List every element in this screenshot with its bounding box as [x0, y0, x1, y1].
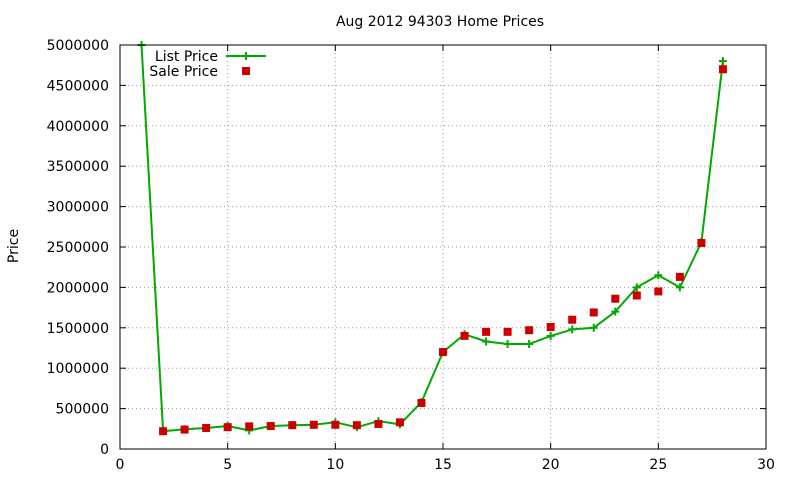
sale-price-point: [223, 423, 232, 432]
y-tick-label: 2500000: [47, 240, 109, 256]
legend-square-marker: [242, 67, 250, 75]
sale-price-point: [589, 308, 598, 317]
sale-price-point: [718, 65, 727, 74]
y-tick-label: 5000000: [47, 38, 109, 54]
axis-ticks: 0 500000 1000000 1500000 2000000 2500000 30000…: [47, 38, 775, 473]
sale-price-point: [309, 420, 318, 429]
sale-price-point: [654, 287, 663, 296]
list-price-point: [525, 339, 534, 348]
sale-price-point: [460, 331, 469, 340]
sale-price-point: [568, 315, 577, 324]
sale-price-point: [374, 419, 383, 428]
y-tick-label: 1500000: [47, 321, 109, 337]
x-tick-label: 0: [116, 457, 125, 473]
sale-price-point: [675, 272, 684, 281]
sale-price-point: [503, 327, 512, 336]
y-tick-label: 2000000: [47, 280, 109, 296]
y-tick-label: 1000000: [47, 361, 109, 377]
x-tick-label: 5: [223, 457, 232, 473]
sale-price-point: [395, 418, 404, 427]
sale-price-point: [439, 348, 447, 357]
list-price-point: [632, 283, 641, 292]
sale-price-point: [546, 322, 555, 331]
chart-title: Aug 2012 94303 Home Prices: [336, 14, 544, 30]
list-price-point: [675, 283, 684, 292]
plot-frame: [119, 44, 767, 450]
y-tick-label: 4000000: [47, 119, 109, 135]
x-tick-label: 20: [542, 457, 560, 473]
sale-price-point: [482, 327, 491, 336]
sale-price-point: [202, 423, 211, 432]
y-tick-label: 4500000: [47, 78, 109, 94]
series-layer: [137, 41, 727, 436]
sale-price-point: [632, 291, 641, 300]
list-price-point: [546, 331, 555, 340]
sale-price-point: [266, 421, 275, 430]
legend-label: List Price: [155, 49, 218, 65]
y-axis-label: Price: [6, 229, 22, 263]
list-price-point: [589, 323, 598, 332]
y-tick-label: 3000000: [47, 200, 109, 216]
x-tick-label: 10: [326, 457, 344, 473]
y-tick-label: 3500000: [47, 159, 109, 175]
list-price-point: [654, 271, 663, 280]
sale-price-point: [331, 420, 340, 429]
sale-price-point: [288, 421, 297, 430]
x-tick-label: 15: [434, 457, 452, 473]
sale-price-point: [525, 326, 534, 335]
sale-price-point: [697, 238, 706, 247]
list-price-point: [611, 307, 620, 316]
y-tick-label: 500000: [56, 402, 109, 418]
sale-price-point: [611, 294, 620, 303]
legend-label: Sale Price: [149, 64, 218, 80]
sale-price-point: [352, 421, 361, 430]
list-price-point: [568, 325, 577, 334]
y-tick-label: 0: [100, 442, 109, 458]
sale-price-point: [245, 422, 254, 431]
list-price-point: [482, 337, 491, 346]
list-price-point: [718, 57, 727, 66]
series-line-list-price: [140, 44, 724, 433]
legend-plus-marker: [242, 52, 250, 60]
x-tick-label: 25: [649, 457, 667, 473]
sale-price-point: [417, 398, 426, 407]
sale-price-point: [159, 427, 168, 436]
x-tick-label: 30: [757, 457, 775, 473]
list-price-point: [503, 339, 512, 348]
grid-lines: [120, 45, 766, 449]
sale-price-point: [180, 425, 189, 434]
